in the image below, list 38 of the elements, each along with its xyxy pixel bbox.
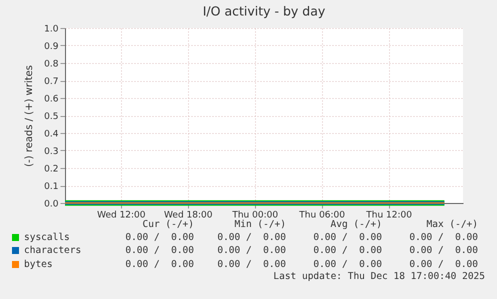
text: 0.00 / 0.00 bbox=[124, 258, 194, 272]
text: 0.00 / 0.00 bbox=[124, 245, 194, 258]
x-tick-label: Wed 18:00 bbox=[164, 210, 213, 220]
x-tick-label: Thu 06:00 bbox=[298, 210, 346, 220]
x-tick-label: Thu 12:00 bbox=[365, 210, 412, 220]
x-tick-label: Wed 12:00 bbox=[97, 210, 146, 220]
text: 0.00 / 0.00 bbox=[216, 245, 286, 258]
y-tick-label: 0.9 bbox=[44, 42, 59, 52]
text: Avg (-/+) bbox=[330, 219, 382, 232]
y-tick-label: 0.1 bbox=[44, 182, 58, 192]
y-tick-label: 0.4 bbox=[44, 130, 59, 140]
text: 0.00 / 0.00 bbox=[312, 245, 382, 258]
y-tick-label: 0.6 bbox=[44, 94, 59, 104]
legend-label: syscalls bbox=[24, 232, 71, 244]
y-tick-label: 0.3 bbox=[44, 147, 58, 157]
text: 0.00 / 0.00 bbox=[408, 232, 478, 244]
text: Max (-/+) bbox=[426, 219, 478, 232]
text: Cur (-/+) bbox=[142, 219, 194, 232]
legend-label: characters bbox=[24, 245, 82, 258]
y-tick-label: 1.0 bbox=[44, 24, 59, 34]
text: 0.00 / 0.00 bbox=[124, 232, 194, 244]
text: 0.00 / 0.00 bbox=[408, 258, 478, 272]
text: Min (-/+) bbox=[234, 219, 286, 232]
text: 0.00 / 0.00 bbox=[216, 232, 286, 244]
y-tick-label: 0.0 bbox=[44, 200, 59, 210]
y-tick-label: 0.5 bbox=[44, 112, 58, 122]
y-axis-title: (-) reads / (+) writes bbox=[24, 65, 36, 167]
x-tick-label: Thu 00:00 bbox=[231, 210, 278, 220]
text: 0.00 / 0.00 bbox=[216, 258, 286, 272]
text: Last update: Thu Dec 18 17:00:40 2025 bbox=[273, 271, 485, 282]
y-tick-label: 0.7 bbox=[44, 77, 58, 87]
y-tick-label: 0.2 bbox=[44, 164, 58, 174]
text: 0.00 / 0.00 bbox=[312, 232, 382, 244]
y-tick-label: 0.8 bbox=[44, 60, 59, 70]
legend-label: bytes bbox=[24, 258, 54, 272]
text: 0.00 / 0.00 bbox=[312, 258, 382, 272]
text: 0.00 / 0.00 bbox=[408, 245, 478, 258]
chart-title: I/O activity - by day bbox=[202, 4, 326, 18]
